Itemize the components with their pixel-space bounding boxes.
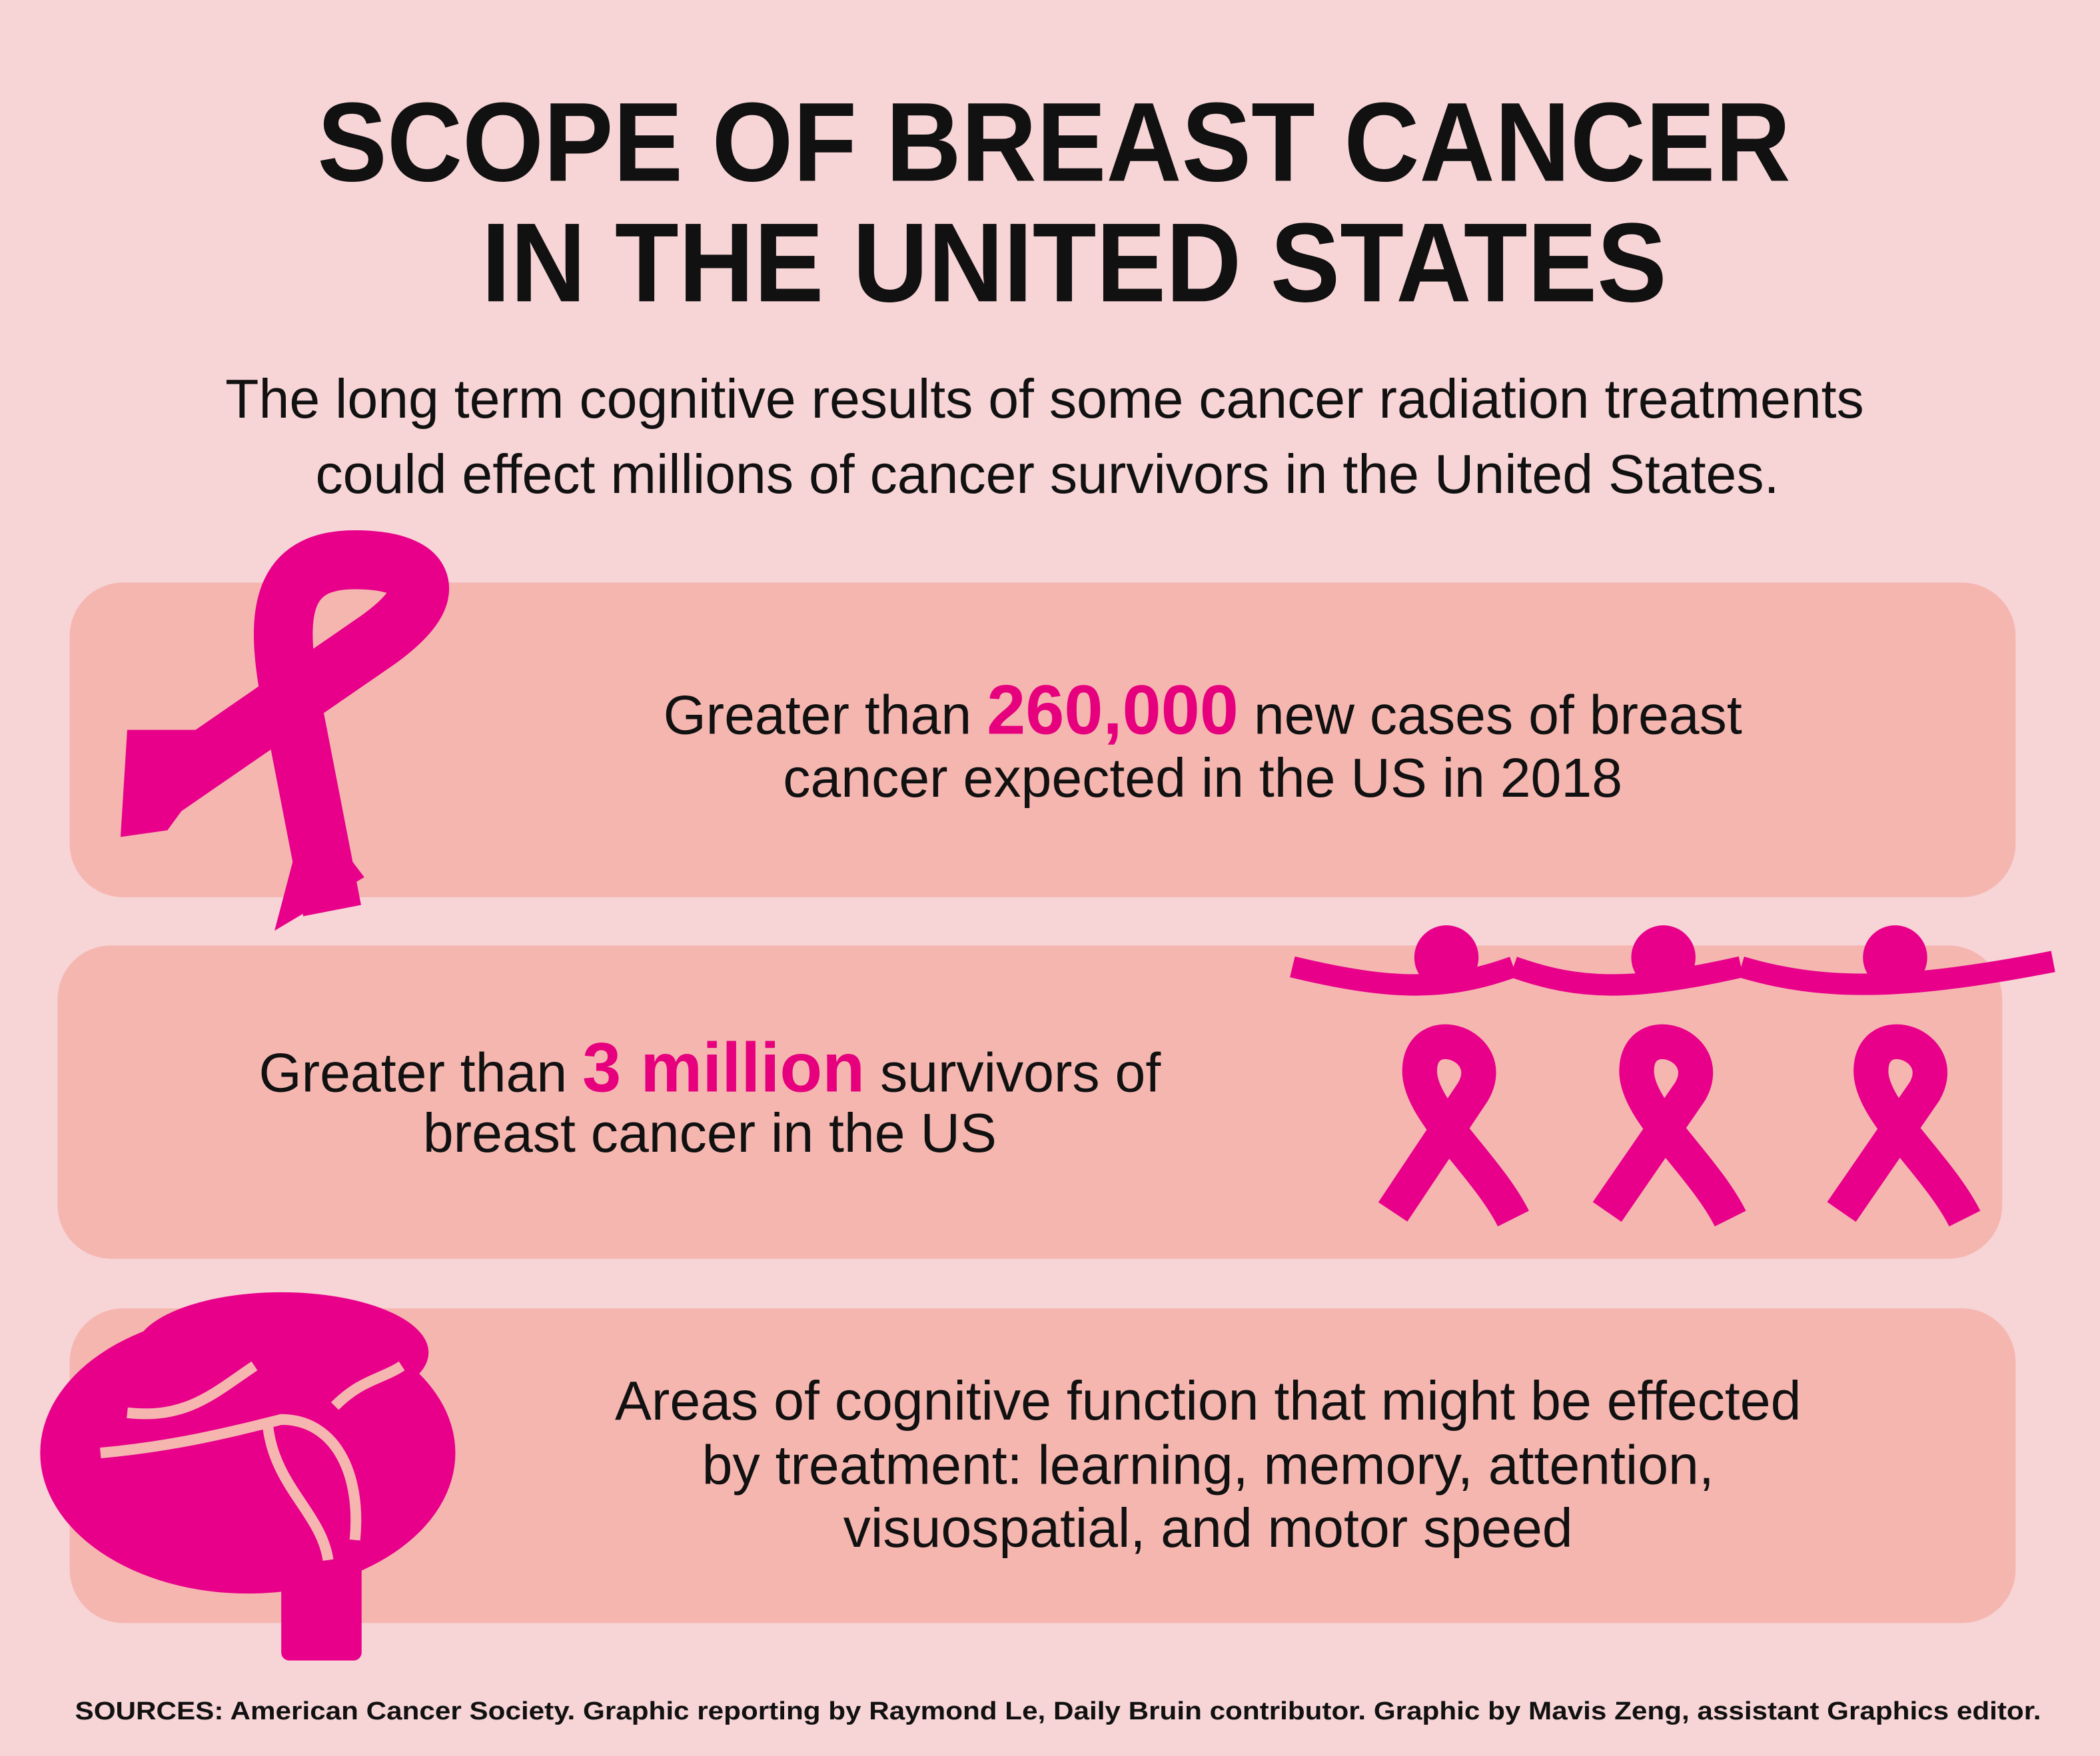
sources: SOURCES: American Cancer Society. Graphi… — [75, 1697, 2041, 1725]
panel-line: Greater than 3 million survivors of — [259, 1029, 1162, 1106]
ribbon-icon — [120, 530, 449, 931]
panel — [57, 945, 2003, 1259]
brain-icon — [40, 1292, 456, 1661]
title-line: IN THE UNITED STATES — [482, 199, 1667, 325]
subtitle-line: could effect millions of cancer survivor… — [315, 444, 1779, 505]
panel-line: visuospatial, and motor speed — [843, 1498, 1573, 1559]
panel-text: Greater than — [664, 685, 972, 746]
panel-line: Areas of cognitive function that might b… — [615, 1370, 1801, 1432]
subtitle-line: The long term cognitive results of some … — [225, 368, 1864, 430]
panel-line: breast cancer in the US — [423, 1102, 997, 1164]
survivors-icon — [1290, 925, 2055, 1227]
panel-text: survivors of — [880, 1042, 1161, 1103]
panel-text: new cases of breast — [1254, 685, 1742, 746]
panel — [69, 582, 2016, 897]
panel-highlight: 3 million — [582, 1029, 865, 1106]
panel — [69, 1308, 2016, 1623]
panel-highlight: 260,000 — [987, 671, 1239, 749]
panel-line: cancer expected in the US in 2018 — [783, 747, 1622, 809]
panel-line: by treatment: learning, memory, attentio… — [702, 1434, 1714, 1496]
title-line: SCOPE OF BREAST CANCER — [317, 79, 1790, 205]
panel-text: Greater than — [259, 1042, 568, 1103]
panel-line: Greater than 260,000 new cases of breast — [664, 671, 1742, 749]
